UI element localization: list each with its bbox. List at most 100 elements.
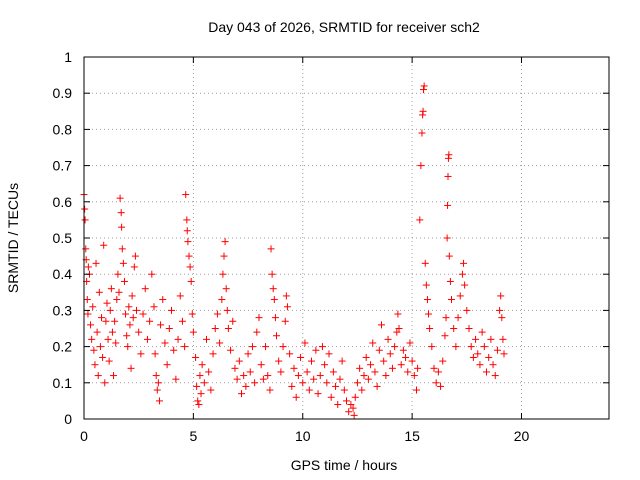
data-point bbox=[469, 353, 477, 361]
data-point bbox=[439, 357, 447, 365]
data-point bbox=[143, 335, 151, 343]
data-point bbox=[378, 321, 385, 329]
data-point bbox=[209, 350, 217, 358]
data-point bbox=[118, 223, 126, 231]
data-point bbox=[213, 310, 221, 318]
data-point bbox=[165, 325, 173, 332]
data-point bbox=[305, 386, 313, 394]
data-point bbox=[297, 353, 305, 361]
data-point bbox=[351, 393, 359, 401]
data-point bbox=[290, 364, 298, 372]
data-point bbox=[141, 285, 149, 293]
data-point bbox=[417, 162, 425, 170]
data-point bbox=[323, 379, 331, 387]
data-point bbox=[496, 306, 504, 314]
data-point bbox=[220, 252, 228, 260]
data-point bbox=[345, 408, 353, 416]
data-point bbox=[211, 325, 219, 332]
data-point bbox=[483, 368, 490, 376]
data-point bbox=[478, 328, 486, 336]
data-point bbox=[205, 368, 213, 376]
data-point bbox=[318, 343, 326, 351]
data-point bbox=[223, 306, 231, 314]
data-point bbox=[286, 350, 294, 358]
data-point bbox=[399, 346, 407, 354]
data-point bbox=[108, 328, 116, 336]
data-point bbox=[356, 364, 364, 372]
data-point bbox=[388, 364, 396, 372]
y-axis-label: SRMTID / TECUs bbox=[5, 183, 21, 293]
data-point bbox=[367, 361, 375, 369]
data-point bbox=[420, 82, 428, 90]
data-point bbox=[235, 357, 243, 365]
data-point bbox=[450, 325, 458, 332]
data-point bbox=[157, 321, 165, 329]
data-point bbox=[353, 379, 361, 387]
y-tick-label: 0.8 bbox=[53, 121, 73, 137]
data-point bbox=[99, 353, 107, 361]
data-point bbox=[152, 372, 160, 380]
data-point bbox=[244, 350, 252, 358]
data-point bbox=[207, 386, 215, 394]
data-point bbox=[268, 270, 276, 278]
data-point bbox=[183, 216, 191, 224]
data-point bbox=[107, 285, 115, 293]
data-point bbox=[454, 314, 462, 322]
data-point bbox=[425, 310, 433, 318]
data-point bbox=[219, 270, 227, 278]
data-point bbox=[168, 306, 175, 314]
data-point bbox=[269, 285, 277, 293]
data-point bbox=[485, 353, 493, 361]
data-point bbox=[181, 343, 189, 351]
data-point bbox=[222, 285, 230, 293]
data-point bbox=[183, 227, 191, 235]
data-point bbox=[116, 194, 124, 202]
data-point bbox=[172, 375, 180, 383]
data-point bbox=[104, 335, 112, 343]
data-point bbox=[94, 372, 102, 380]
data-point bbox=[279, 343, 287, 351]
data-point bbox=[332, 382, 340, 390]
data-point bbox=[81, 216, 89, 224]
data-point bbox=[428, 343, 436, 351]
data-point bbox=[444, 172, 452, 180]
data-point bbox=[251, 379, 259, 387]
data-point bbox=[380, 357, 388, 365]
data-point bbox=[288, 382, 296, 390]
data-point bbox=[299, 379, 307, 387]
data-point bbox=[321, 361, 329, 369]
axes: 00.10.20.30.40.50.60.70.80.910 5 10 15 20 bbox=[53, 49, 609, 444]
data-point bbox=[408, 357, 416, 365]
data-point bbox=[303, 368, 311, 376]
data-point bbox=[423, 296, 431, 304]
data-point bbox=[174, 335, 182, 343]
data-point bbox=[375, 346, 383, 354]
y-tick-label: 0.2 bbox=[53, 339, 73, 355]
data-point bbox=[128, 292, 136, 300]
data-point bbox=[432, 379, 440, 387]
data-point bbox=[150, 303, 158, 311]
data-point bbox=[89, 303, 97, 311]
data-point bbox=[96, 343, 104, 351]
data-point bbox=[257, 361, 265, 369]
data-point bbox=[418, 129, 426, 137]
data-point bbox=[410, 372, 418, 380]
data-point bbox=[221, 238, 229, 246]
data-point bbox=[292, 393, 300, 401]
data-point bbox=[397, 361, 405, 369]
data-point bbox=[294, 372, 302, 380]
data-point bbox=[301, 339, 309, 347]
data-point bbox=[499, 335, 507, 343]
data-point bbox=[111, 317, 119, 325]
data-point bbox=[358, 386, 366, 394]
data-point bbox=[316, 372, 324, 380]
data-point bbox=[266, 386, 274, 394]
data-point bbox=[98, 314, 105, 322]
data-point bbox=[200, 379, 208, 387]
x-tick-label: 0 bbox=[80, 428, 88, 444]
data-point bbox=[414, 364, 422, 372]
data-point bbox=[270, 296, 278, 304]
data-point bbox=[178, 317, 186, 325]
data-point bbox=[246, 368, 254, 376]
data-point bbox=[437, 382, 445, 390]
